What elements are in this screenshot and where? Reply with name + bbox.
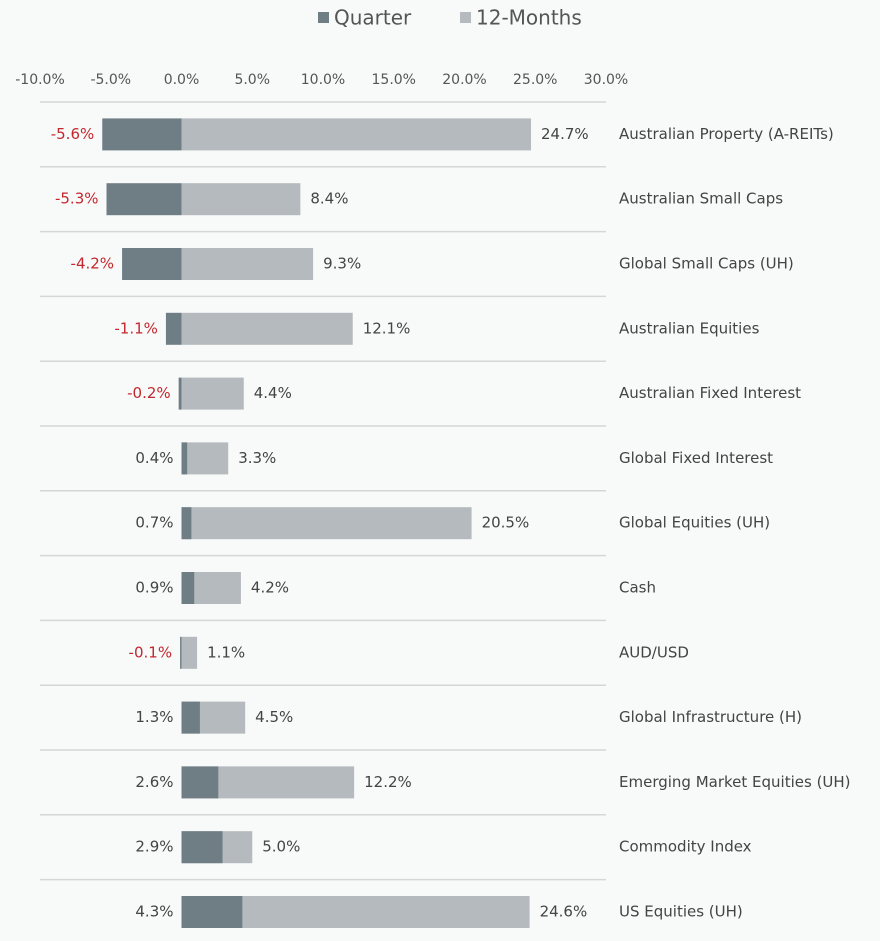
category-label: Commodity Index — [619, 838, 752, 856]
x-tick-label: -10.0% — [15, 72, 65, 88]
category-label: US Equities (UH) — [619, 903, 743, 921]
bar — [181, 636, 198, 669]
bar — [181, 312, 353, 345]
value-label: 20.5% — [482, 514, 530, 532]
value-label: 3.3% — [238, 449, 276, 467]
category-label: Cash — [619, 579, 656, 597]
value-label: 2.6% — [135, 773, 173, 791]
value-label: 2.9% — [135, 838, 173, 856]
value-label: -1.1% — [114, 319, 158, 337]
category-label: Global Small Caps (UH) — [619, 255, 794, 273]
category-label: AUD/USD — [619, 643, 689, 661]
category-label: Australian Property (A-REITs) — [619, 125, 834, 143]
bar — [181, 572, 195, 604]
bar — [181, 442, 229, 475]
category-label: Australian Fixed Interest — [619, 384, 801, 402]
bar — [181, 507, 472, 540]
value-label: 1.1% — [207, 643, 245, 661]
value-label: 5.0% — [262, 838, 300, 856]
bar — [181, 831, 223, 864]
value-label: 4.4% — [254, 384, 292, 402]
bar — [181, 183, 301, 216]
bar — [178, 377, 182, 410]
value-label: 12.1% — [363, 319, 411, 337]
value-label: -0.1% — [129, 643, 173, 661]
value-label: -5.6% — [51, 125, 95, 143]
x-tick-label: 5.0% — [234, 72, 270, 88]
bar — [181, 896, 243, 928]
x-tick-label: 20.0% — [442, 72, 486, 88]
legend-swatch — [460, 12, 471, 23]
bar — [181, 766, 219, 799]
value-label: 4.3% — [135, 903, 173, 921]
value-label: 9.3% — [323, 255, 361, 273]
bar — [102, 118, 182, 151]
bar — [106, 183, 182, 216]
category-label: Global Equities (UH) — [619, 514, 770, 532]
value-label: 24.6% — [540, 903, 588, 921]
value-label: 24.7% — [541, 125, 589, 143]
category-label: Emerging Market Equities (UH) — [619, 773, 851, 791]
x-tick-label: 10.0% — [301, 72, 345, 88]
x-tick-label: 25.0% — [513, 72, 557, 88]
value-label: 0.4% — [135, 449, 173, 467]
bar — [181, 442, 188, 475]
bar — [180, 636, 182, 669]
value-label: 4.2% — [251, 579, 289, 597]
value-label: 0.7% — [135, 514, 173, 532]
category-label: Australian Small Caps — [619, 190, 783, 208]
bar — [165, 312, 182, 345]
bar — [122, 248, 182, 280]
category-label: Global Fixed Interest — [619, 449, 773, 467]
value-label: 12.2% — [364, 773, 412, 791]
x-tick-label: 0.0% — [164, 72, 200, 88]
value-label: 0.9% — [135, 579, 173, 597]
x-tick-label: 15.0% — [372, 72, 416, 88]
bar — [181, 118, 532, 151]
category-label: Global Infrastructure (H) — [619, 708, 802, 726]
category-label: Australian Equities — [619, 319, 760, 337]
value-label: 1.3% — [135, 708, 173, 726]
value-label: 4.5% — [255, 708, 293, 726]
legend-label: 12-Months — [476, 6, 582, 30]
x-tick-label: -5.0% — [90, 72, 131, 88]
bar — [181, 701, 200, 734]
value-label: 8.4% — [310, 190, 348, 208]
legend-label: Quarter — [334, 6, 412, 30]
bar — [181, 507, 192, 540]
value-label: -5.3% — [55, 190, 99, 208]
legend-swatch — [318, 12, 329, 23]
value-label: -0.2% — [127, 384, 171, 402]
value-label: -4.2% — [71, 255, 115, 273]
x-tick-label: 30.0% — [584, 72, 628, 88]
bar — [181, 377, 244, 410]
bar — [181, 248, 314, 280]
